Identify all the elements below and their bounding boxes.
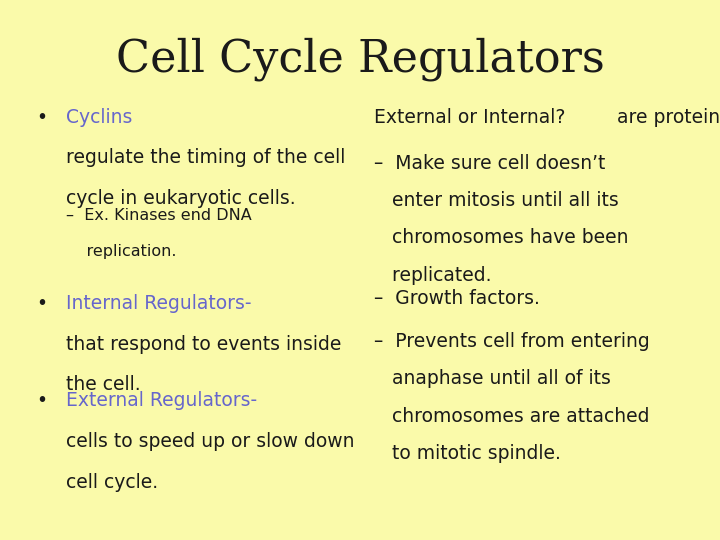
Text: •: • xyxy=(36,392,47,410)
Text: Internal Regulators-: Internal Regulators- xyxy=(66,294,252,313)
Text: are proteins that: are proteins that xyxy=(611,108,720,127)
Text: •: • xyxy=(36,108,47,127)
Text: that respond to events inside: that respond to events inside xyxy=(66,335,341,354)
Text: anaphase until all of its: anaphase until all of its xyxy=(374,369,611,388)
Text: cell cycle.: cell cycle. xyxy=(66,472,158,491)
Text: chromosomes are attached: chromosomes are attached xyxy=(374,407,650,426)
Text: •: • xyxy=(36,294,47,313)
Text: chromosomes have been: chromosomes have been xyxy=(374,228,629,247)
Text: to mitotic spindle.: to mitotic spindle. xyxy=(374,444,562,463)
Text: Cell Cycle Regulators: Cell Cycle Regulators xyxy=(116,38,604,82)
Text: External Regulators-: External Regulators- xyxy=(66,392,257,410)
Text: replicated.: replicated. xyxy=(374,266,492,285)
Text: –  Ex. Kinases end DNA: – Ex. Kinases end DNA xyxy=(66,208,252,223)
Text: enter mitosis until all its: enter mitosis until all its xyxy=(374,191,619,210)
Text: –  Make sure cell doesn’t: – Make sure cell doesn’t xyxy=(374,154,606,173)
Text: –  Prevents cell from entering: – Prevents cell from entering xyxy=(374,332,650,351)
Text: Cyclins: Cyclins xyxy=(66,108,132,127)
Text: External or Internal?: External or Internal? xyxy=(374,108,566,127)
Text: the cell.: the cell. xyxy=(66,375,141,394)
Text: replication.: replication. xyxy=(66,244,176,259)
Text: –  Growth factors.: – Growth factors. xyxy=(374,289,540,308)
Text: cells to speed up or slow down: cells to speed up or slow down xyxy=(66,432,355,451)
Text: regulate the timing of the cell: regulate the timing of the cell xyxy=(66,148,346,167)
Text: cycle in eukaryotic cells.: cycle in eukaryotic cells. xyxy=(66,189,296,208)
